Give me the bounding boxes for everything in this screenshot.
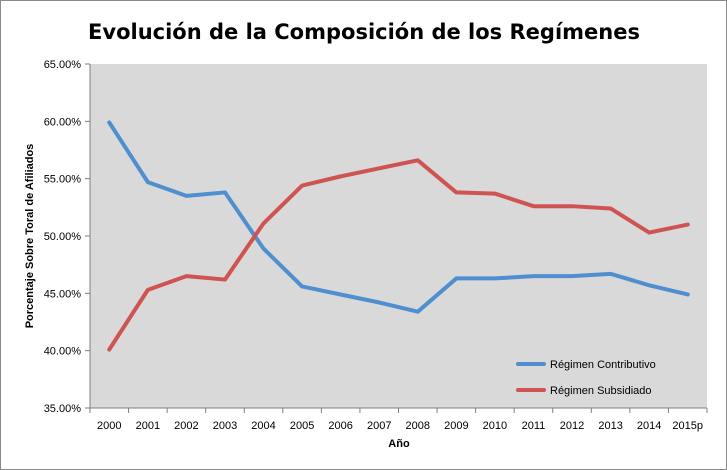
x-axis-ticks: 2000 2001 2002 2003 2004 2005 2006 2007 2008 2009… bbox=[89, 408, 708, 432]
legend-label: Régimen Contributivo bbox=[550, 359, 656, 371]
x-tick-label: 2008 bbox=[406, 420, 430, 432]
x-tick-label: 2009 bbox=[444, 420, 468, 432]
y-tick-label: 50.00% bbox=[44, 231, 82, 243]
y-tick-label: 35.00% bbox=[44, 403, 82, 415]
x-tick-label: 2011 bbox=[522, 420, 546, 432]
series-line-regimen-subsidiado bbox=[107, 158, 690, 352]
x-tick-label: 2002 bbox=[174, 420, 198, 432]
x-tick-label: 2003 bbox=[213, 420, 237, 432]
y-axis-ticks: 35.00% 40.00% 45.00% 50.00% 55.00% 60.00% 65.0… bbox=[44, 59, 90, 415]
x-tick-label: 2010 bbox=[483, 420, 507, 432]
y-axis-title: Porcentaje Sobre Toral de Afiliados bbox=[24, 144, 36, 329]
plot-area bbox=[90, 64, 707, 408]
x-tick-label: 2001 bbox=[136, 420, 160, 432]
x-tick-label: 2014 bbox=[637, 420, 661, 432]
x-tick-label: 2000 bbox=[97, 420, 121, 432]
y-tick-label: 60.00% bbox=[44, 116, 82, 128]
x-tick-label: 2007 bbox=[367, 420, 391, 432]
x-tick-label: 2013 bbox=[598, 420, 622, 432]
x-tick-label: 2004 bbox=[251, 420, 275, 432]
series-line-regimen-contributivo bbox=[107, 120, 690, 314]
y-tick-label: 45.00% bbox=[44, 288, 82, 300]
chart-title: Evolución de la Composición de los Regím… bbox=[88, 20, 640, 44]
x-axis-title: Año bbox=[388, 438, 410, 450]
x-tick-label: 2006 bbox=[328, 420, 352, 432]
y-tick-label: 65.00% bbox=[44, 59, 82, 71]
series-lines bbox=[107, 120, 690, 352]
y-tick-label: 55.00% bbox=[44, 174, 82, 186]
x-tick-label: 2015p bbox=[672, 420, 703, 432]
y-tick-label: 40.00% bbox=[44, 346, 82, 358]
x-tick-label: 2005 bbox=[290, 420, 314, 432]
x-tick-label: 2012 bbox=[560, 420, 584, 432]
legend: Régimen Contributivo Régimen Subsidiado bbox=[516, 359, 656, 397]
legend-label: Régimen Subsidiado bbox=[550, 385, 652, 397]
